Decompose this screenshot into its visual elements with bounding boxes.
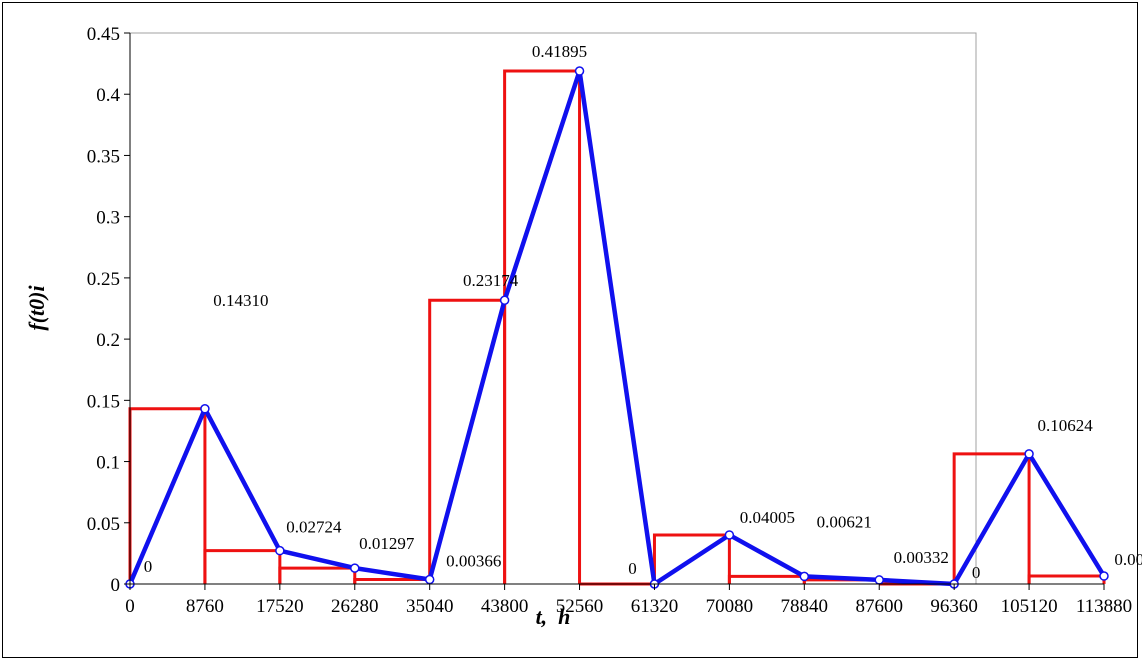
data-label: 0 [972, 563, 981, 582]
data-point [275, 545, 285, 556]
y-axis-title: f(t0)i [24, 285, 49, 331]
data-point [499, 295, 510, 305]
x-tick-label: 17520 [256, 596, 304, 617]
data-point [424, 574, 435, 585]
y-tick-label: 0.2 [96, 330, 120, 351]
y-tick-label: 0.25 [87, 269, 120, 290]
data-label: 0.41895 [532, 42, 587, 61]
data-label: 0 [144, 557, 153, 576]
data-point [200, 404, 210, 414]
x-tick-label: 105120 [1001, 596, 1058, 617]
x-tick-label: 43800 [481, 596, 529, 617]
x-tick-label: 61320 [631, 596, 679, 617]
x-tick-label: 35040 [406, 596, 454, 617]
data-point [574, 66, 585, 76]
data-label: 0.01297 [359, 534, 415, 553]
y-tick-label: 0.05 [87, 514, 120, 535]
plot-area [129, 32, 977, 585]
x-tick-label: 26280 [331, 596, 379, 617]
data-point [1099, 571, 1109, 581]
histogram-bar [952, 452, 1031, 584]
y-tick-label: 0.35 [87, 146, 120, 167]
data-label: 0.14310 [213, 291, 268, 310]
data-point [724, 530, 735, 540]
data-label: 0.00621 [817, 512, 872, 531]
histogram-bar [652, 533, 731, 584]
histogram-bar [503, 69, 582, 584]
data-label: 0.00652 [1114, 550, 1142, 569]
x-tick-label: 70080 [706, 596, 754, 617]
x-tick-label: 113880 [1076, 596, 1132, 617]
x-tick-label: 0 [125, 596, 135, 617]
y-tick-label: 0.45 [87, 24, 120, 45]
data-label: 0.00366 [446, 552, 501, 571]
data-point [874, 575, 884, 585]
y-tick-label: 0.4 [96, 85, 120, 106]
y-tick-label: 0 [111, 575, 121, 596]
x-axis-title: t, h [536, 604, 571, 629]
data-point [1024, 449, 1034, 459]
data-label: 0.10624 [1037, 416, 1093, 435]
data-point [799, 571, 810, 582]
x-tick-label: 52560 [556, 596, 604, 617]
y-tick-label: 0.15 [87, 391, 120, 412]
series-line [127, 68, 1106, 587]
histogram-bar [1027, 574, 1106, 584]
histogram-bar [278, 566, 357, 584]
axes: 0 0.05 0.1 0.15 0.2 0.25 0.3 0.35 0.4 0.45 0 8760 17… [87, 24, 1132, 617]
x-tick-label: 96360 [930, 596, 978, 617]
data-point [350, 563, 360, 573]
x-tick-label: 87600 [855, 596, 903, 617]
x-tick-label: 8760 [186, 596, 224, 617]
data-labels: 0 0.14310 0.02724 0.01297 0.00366 0.23174 0.41… [144, 42, 1142, 582]
x-tick-label: 78840 [781, 596, 829, 617]
y-tick-label: 0.3 [96, 208, 120, 229]
data-label: 0.00332 [894, 548, 949, 567]
data-label: 0.23174 [463, 271, 519, 290]
data-label: 0.04005 [740, 508, 795, 527]
data-label: 0 [628, 559, 637, 578]
data-label: 0.02724 [286, 518, 342, 537]
y-tick-label: 0.1 [96, 453, 120, 474]
